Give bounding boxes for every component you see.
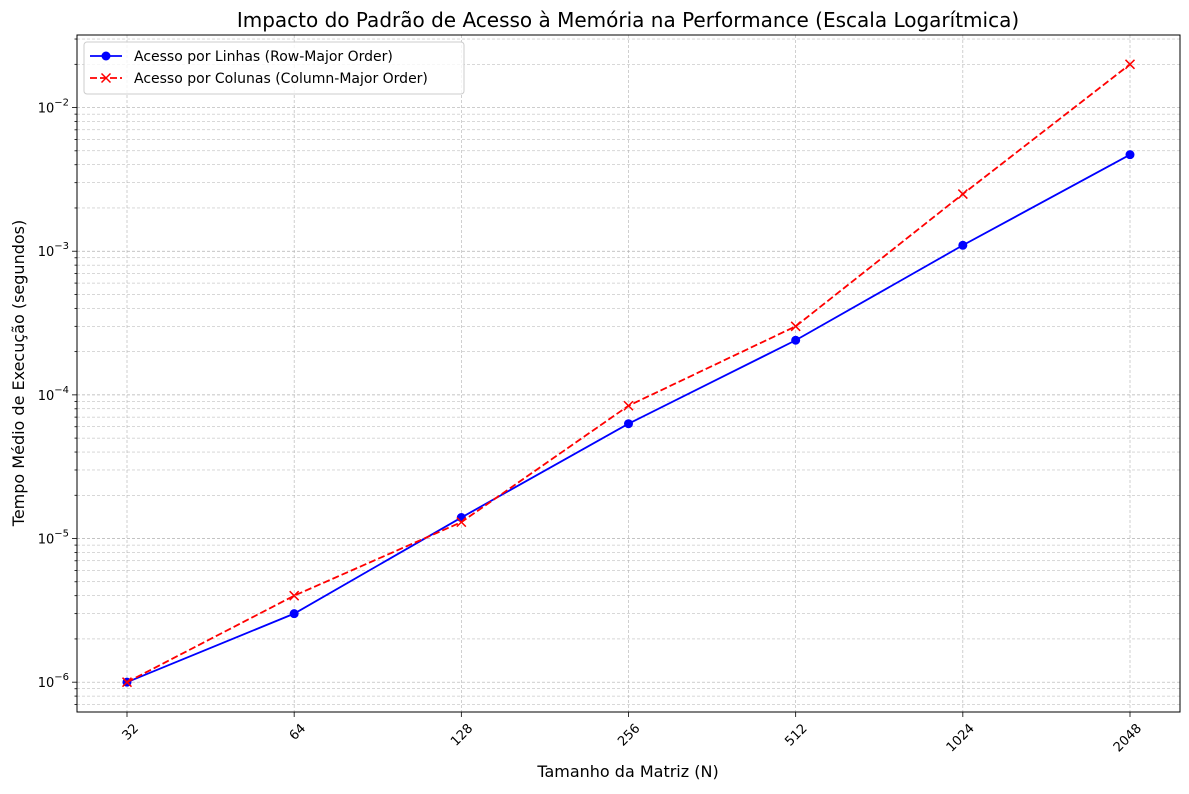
chart-title: Impacto do Padrão de Acesso à Memória na…: [237, 8, 1019, 32]
legend-item: Acesso por Colunas (Column-Major Order): [90, 71, 428, 87]
data-point: [289, 590, 300, 601]
y-tick-label: 10−6: [38, 672, 69, 691]
data-point: [100, 72, 112, 84]
marker-stroke: [456, 517, 467, 528]
data-point: [957, 189, 968, 200]
y-axis-label: Tempo Médio de Execução (segundos): [9, 220, 28, 527]
y-tick-label: 10−3: [38, 241, 69, 260]
marker-stroke: [1124, 59, 1136, 70]
series-2: [121, 59, 1136, 688]
marker-stroke: [121, 677, 133, 688]
data-point: [289, 609, 299, 619]
legend-label: Acesso por Linhas (Row-Major Order): [134, 49, 393, 65]
legend-item: Acesso por Linhas (Row-Major Order): [90, 49, 393, 65]
legend-label: Acesso por Colunas (Column-Major Order): [134, 71, 428, 87]
y-tick-label: 10−2: [38, 98, 69, 117]
legend-box: [83, 41, 465, 95]
data-point: [624, 419, 633, 429]
data-point: [1124, 59, 1136, 70]
y-axis-ticks: 10−6 10−5 10−4 10−3 10−2: [38, 38, 77, 705]
marker-stroke: [623, 400, 634, 411]
series-layer: [121, 59, 1136, 688]
data-point: [101, 51, 111, 61]
data-point: [121, 677, 133, 688]
marker-stroke: [289, 590, 300, 601]
marker-stroke: [100, 72, 112, 84]
y-tick-label: 10−4: [38, 385, 69, 404]
data-point: [456, 517, 467, 528]
data-point: [1125, 150, 1135, 160]
data-point: [623, 400, 634, 411]
y-tick-label: 10−5: [38, 529, 69, 548]
x-axis-label: Tamanho da Matriz (N): [536, 762, 718, 781]
marker-stroke: [790, 321, 801, 332]
legend: Acesso por Linhas (Row-Major Order) Acess…: [83, 41, 465, 95]
marker-stroke: [957, 189, 968, 200]
data-point: [790, 321, 801, 332]
data-point: [958, 240, 968, 250]
data-point: [791, 335, 801, 345]
